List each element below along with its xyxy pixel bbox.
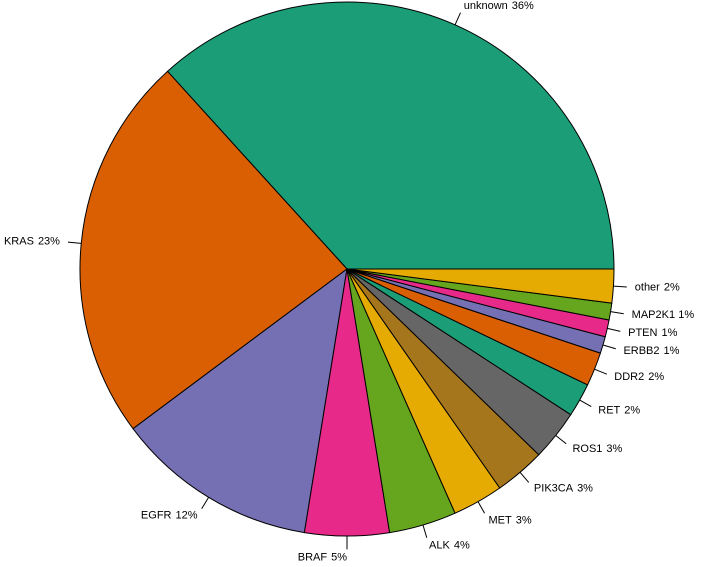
slice-label: KRAS 23% (4, 235, 60, 247)
slice-value-label: 3% (577, 482, 593, 494)
label-leader (519, 471, 530, 483)
slice-category: BRAF (298, 551, 328, 563)
label-leader (579, 399, 592, 408)
pie-slice (346, 268, 615, 304)
slice-value-label: 3% (516, 514, 532, 526)
slice-category: RET (598, 404, 620, 416)
label-leader (477, 501, 486, 514)
slice-category: other (635, 281, 660, 293)
pie-slice (166, 1, 615, 270)
slice-value-label: 3% (606, 443, 622, 455)
slice-value-label: 1% (664, 345, 680, 357)
slice-value-label: 1% (661, 327, 677, 339)
pie-slice (79, 70, 348, 430)
label-leader (67, 241, 82, 244)
slice-label: BRAF 5% (298, 551, 347, 563)
label-leader (422, 524, 428, 538)
slice-category: MET (489, 514, 512, 526)
slice-category: PTEN (628, 327, 657, 339)
slice-category: ERBB2 (623, 345, 659, 357)
slice-category: KRAS (4, 235, 34, 247)
slice-value-label: 36% (512, 0, 534, 12)
slice-category: DDR2 (614, 371, 644, 383)
label-leader (555, 435, 567, 445)
slice-value-label: 12% (175, 509, 197, 521)
slice-label: DDR2 2% (614, 371, 664, 383)
slice-label: MAP2K1 1% (632, 309, 695, 321)
label-leader (454, 12, 461, 26)
slice-label: PTEN 1% (628, 327, 677, 339)
slice-label: PIK3CA 3% (534, 482, 593, 494)
slice-label: MET 3% (489, 514, 532, 526)
slice-category: ROS1 (572, 443, 602, 455)
slice-value-label: 1% (678, 309, 694, 321)
slice-value-label: 2% (648, 371, 664, 383)
slice-label: other 2% (635, 281, 680, 293)
slice-value-label: 5% (331, 551, 347, 563)
label-leader (613, 285, 627, 288)
label-leader (602, 344, 616, 350)
label-leader (201, 497, 210, 509)
slice-category: PIK3CA (534, 482, 574, 494)
slice-category: EGFR (141, 509, 172, 521)
slice-category: unknown (464, 0, 508, 12)
slice-label: unknown 36% (464, 0, 534, 12)
slice-label: RET 2% (598, 404, 640, 416)
slice-label: ERBB2 1% (623, 345, 679, 357)
slice-label: ROS1 3% (572, 443, 622, 455)
slice-value-label: 23% (38, 235, 60, 247)
label-leader (594, 368, 608, 375)
slice-label: ALK 4% (429, 539, 470, 551)
slice-category: MAP2K1 (632, 309, 675, 321)
slice-value-label: 2% (664, 281, 680, 293)
label-leader (607, 327, 621, 332)
slice-value-label: 4% (454, 539, 470, 551)
label-leader (610, 311, 624, 315)
slice-category: ALK (429, 539, 450, 551)
slice-label: EGFR 12% (141, 509, 198, 521)
slice-value-label: 2% (624, 404, 640, 416)
